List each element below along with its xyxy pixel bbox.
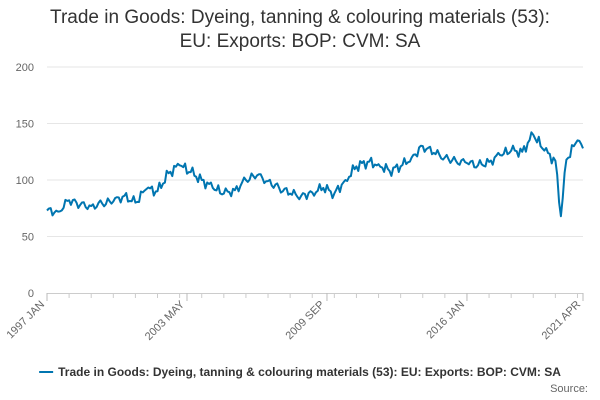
- x-axis-labels: 1997 JAN 2003 MAY 2009 SEP 2016 JAN 2021 APR: [4, 298, 583, 343]
- gridlines: [47, 66, 583, 237]
- y-tick-label: 150: [16, 119, 34, 131]
- x-tick-label: 2009 SEP: [284, 299, 328, 343]
- x-tick-label: 2003 MAY: [143, 298, 188, 343]
- y-tick-label: 0: [28, 288, 34, 300]
- chart-title-line-1: Trade in Goods: Dyeing, tanning & colour…: [50, 7, 550, 28]
- x-axis: [46, 293, 584, 301]
- y-axis-labels: 0 50 100 150 200: [16, 62, 34, 300]
- series-group: [46, 131, 584, 218]
- legend-label: Trade in Goods: Dyeing, tanning & colour…: [58, 365, 561, 379]
- legend[interactable]: Trade in Goods: Dyeing, tanning & colour…: [0, 365, 600, 383]
- series-line: [46, 131, 584, 218]
- y-tick-label: 200: [16, 62, 34, 74]
- y-tick-label: 50: [22, 232, 34, 244]
- chart-title: Trade in Goods: Dyeing, tanning & colour…: [0, 6, 600, 54]
- chart-title-line-2: EU: Exports: BOP: CVM: SA: [179, 31, 421, 52]
- source-credit[interactable]: Source:: [550, 383, 588, 395]
- x-tick-label: 2021 APR: [540, 299, 584, 343]
- y-tick-label: 100: [16, 175, 34, 187]
- x-tick-label: 1997 JAN: [4, 299, 47, 342]
- x-tick-label: 2016 JAN: [424, 299, 467, 342]
- legend-swatch: [39, 371, 54, 373]
